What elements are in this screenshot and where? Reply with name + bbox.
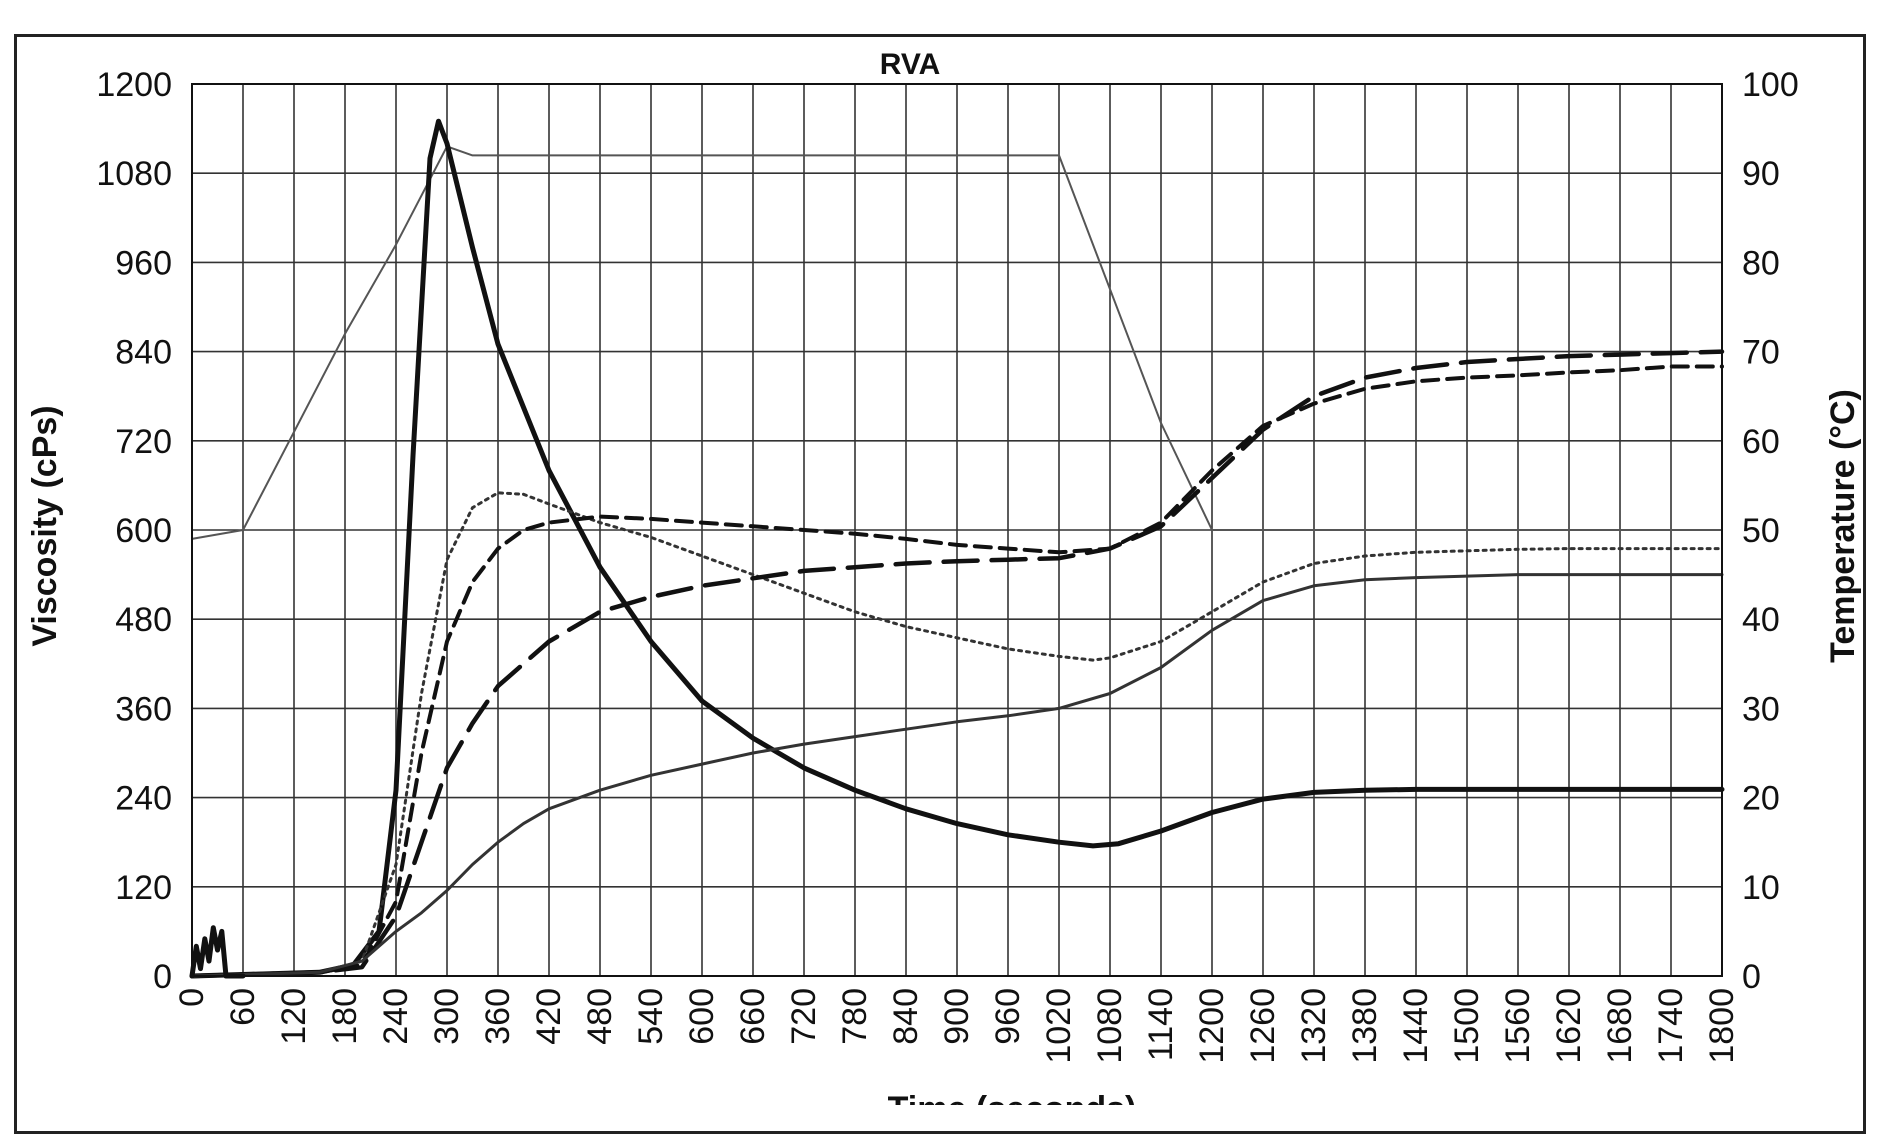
- y2-axis-ticks: 0 10 20 30 40 50 60 70 80 90 100: [1742, 66, 1799, 996]
- x-tick-label: 240: [377, 988, 415, 1045]
- x-tick-label: 1500: [1448, 988, 1486, 1064]
- x-tick-label: 1380: [1346, 988, 1384, 1064]
- x-axis-title: Time (seconds): [888, 1090, 1137, 1105]
- x-tick-label: 840: [887, 988, 925, 1045]
- y-tick-label: 1200: [96, 66, 172, 104]
- y2-tick-label: 100: [1742, 66, 1799, 104]
- x-tick-label: 960: [989, 988, 1027, 1045]
- y2-tick-label: 70: [1742, 334, 1780, 372]
- x-tick-label: 420: [530, 988, 568, 1045]
- x-tick-label: 1320: [1295, 988, 1333, 1064]
- y2-tick-label: 90: [1742, 155, 1780, 193]
- rva-chart: 012024036048060072084096010801200 010203…: [0, 0, 1879, 1105]
- x-tick-label: 1560: [1499, 988, 1537, 1064]
- series-line-initial-spike: [192, 928, 243, 976]
- x-tick-label: 1200: [1193, 988, 1231, 1064]
- y-tick-label: 960: [115, 244, 172, 282]
- x-tick-label: 1800: [1703, 988, 1741, 1064]
- y-tick-label: 600: [115, 512, 172, 550]
- y-tick-label: 840: [115, 334, 172, 372]
- x-tick-label: 1020: [1040, 988, 1078, 1064]
- y2-tick-label: 0: [1742, 958, 1761, 996]
- x-tick-label: 900: [938, 988, 976, 1045]
- x-tick-label: 0: [173, 988, 211, 1007]
- y-tick-label: 240: [115, 780, 172, 818]
- x-tick-label: 60: [224, 988, 262, 1026]
- y-tick-label: 0: [153, 958, 172, 996]
- y-tick-label: 360: [115, 690, 172, 728]
- y-tick-label: 720: [115, 423, 172, 461]
- y-axis-ticks: 0 120 240 360 480 600 720 840 960 1080 1200: [96, 66, 172, 996]
- x-tick-label: 660: [734, 988, 772, 1045]
- x-tick-label: 1140: [1142, 988, 1180, 1061]
- y-tick-label: 120: [115, 869, 172, 907]
- x-tick-label: 1740: [1652, 988, 1690, 1064]
- x-tick-label: 780: [836, 988, 874, 1045]
- y2-tick-label: 30: [1742, 690, 1780, 728]
- x-tick-label: 540: [632, 988, 670, 1045]
- y2-tick-label: 40: [1742, 601, 1780, 639]
- y2-axis-title: Temperature (°C): [1824, 389, 1862, 663]
- x-axis-ticks: 0 60 120 180 240 300 360 420 480 540 600 660 720 780 8…: [173, 988, 1741, 1064]
- y2-tick-label: 50: [1742, 512, 1780, 550]
- y-tick-label: 480: [115, 601, 172, 639]
- x-tick-label: 480: [581, 988, 619, 1045]
- x-tick-label: 1080: [1091, 988, 1129, 1064]
- x-tick-label: 360: [479, 988, 517, 1045]
- y2-tick-label: 20: [1742, 780, 1780, 818]
- y-axis-title: Viscosity (cPs): [26, 405, 64, 646]
- x-tick-label: 180: [326, 988, 364, 1045]
- x-tick-label: 600: [683, 988, 721, 1045]
- y2-tick-label: 10: [1742, 869, 1780, 907]
- y2-tick-label: 80: [1742, 244, 1780, 282]
- x-tick-label: 1620: [1550, 988, 1588, 1064]
- x-tick-label: 120: [275, 988, 313, 1045]
- x-tick-label: 1680: [1601, 988, 1639, 1064]
- x-tick-label: 300: [428, 988, 466, 1045]
- y-tick-label: 1080: [96, 155, 172, 193]
- y2-tick-label: 60: [1742, 423, 1780, 461]
- chart-title: RVA: [880, 48, 941, 81]
- x-tick-label: 720: [785, 988, 823, 1045]
- x-tick-label: 1440: [1397, 988, 1435, 1064]
- x-tick-label: 1260: [1244, 988, 1282, 1064]
